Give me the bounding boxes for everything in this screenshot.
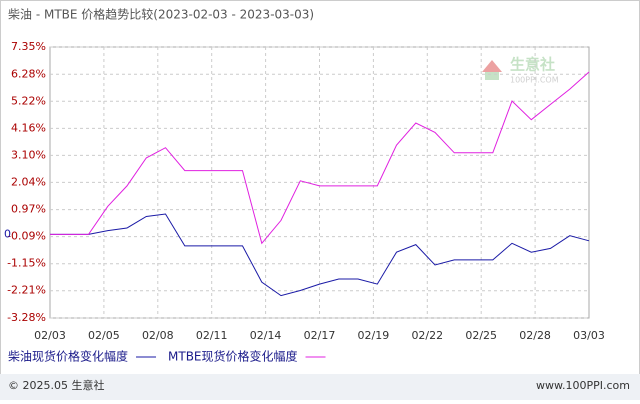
footer-url: www.100PPI.com bbox=[536, 379, 630, 392]
y-tick-label: -2.21% bbox=[7, 284, 46, 297]
y-tick-label: 0.97% bbox=[11, 203, 46, 216]
watermark-site: 100PPI.COM bbox=[510, 76, 559, 85]
x-tick-label: 02/19 bbox=[358, 329, 390, 342]
watermark-name: 生意社 bbox=[510, 56, 555, 74]
x-tick-label: 02/11 bbox=[196, 329, 228, 342]
watermark: 生意社 100PPI.COM bbox=[482, 56, 559, 85]
x-tick-label: 02/14 bbox=[250, 329, 282, 342]
y-tick-label: 3.10% bbox=[11, 148, 46, 161]
x-tick-label: 02/17 bbox=[304, 329, 336, 342]
watermark-icon bbox=[485, 72, 499, 80]
y-tick-label: -0.09% bbox=[7, 230, 46, 243]
y-tick-label: 6.28% bbox=[11, 67, 46, 80]
y-tick-label: 2.04% bbox=[11, 175, 46, 188]
series-line bbox=[50, 71, 590, 245]
x-tick-label: 02/03 bbox=[34, 329, 66, 342]
watermark-icon bbox=[482, 60, 502, 72]
legend-label: 柴油现货价格变化幅度 bbox=[8, 349, 128, 364]
x-tick-label: 02/28 bbox=[519, 329, 551, 342]
footer-bar bbox=[0, 374, 640, 400]
y-tick-label: -3.28% bbox=[7, 311, 46, 324]
y-tick-label: 5.22% bbox=[11, 94, 46, 107]
y-tick-label: -1.15% bbox=[7, 257, 46, 270]
footer-copyright: © 2025.05 生意社 bbox=[8, 378, 104, 392]
x-tick-label: 02/25 bbox=[465, 329, 497, 342]
chart-title: 柴油 - MTBE 价格趋势比较(2023-02-03 - 2023-03-03… bbox=[8, 7, 314, 22]
zero-label: 0 bbox=[4, 227, 11, 240]
y-tick-label: 4.16% bbox=[11, 121, 46, 134]
x-tick-label: 02/08 bbox=[142, 329, 174, 342]
legend-label: MTBE现货价格变化幅度 bbox=[168, 349, 298, 364]
x-tick-label: 03/03 bbox=[573, 329, 605, 342]
x-tick-label: 02/05 bbox=[88, 329, 120, 342]
series-line bbox=[50, 213, 590, 297]
x-tick-label: 02/22 bbox=[411, 329, 443, 342]
y-tick-label: 7.35% bbox=[11, 40, 46, 53]
